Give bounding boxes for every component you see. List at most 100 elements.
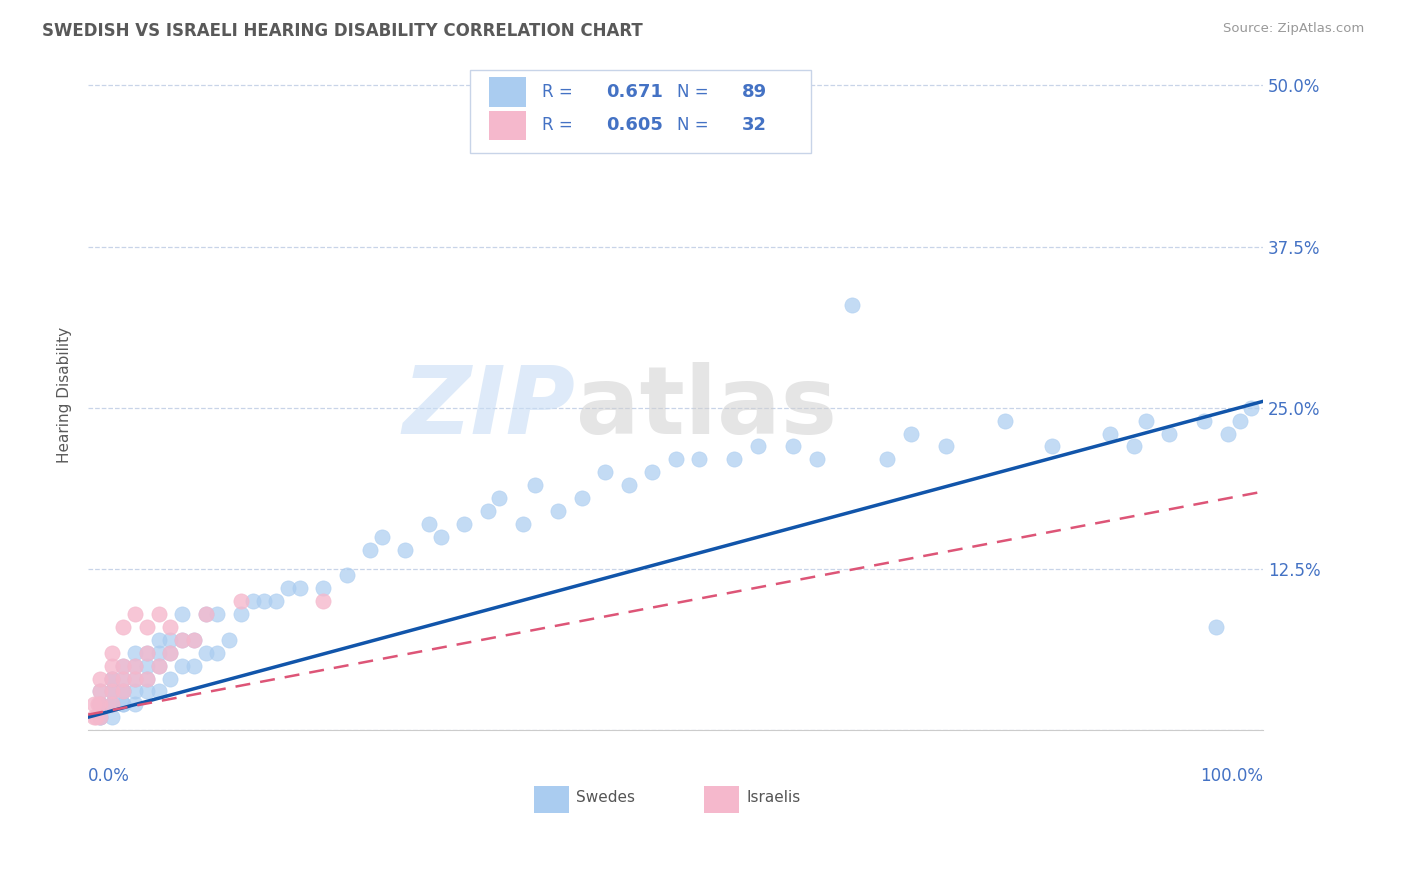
Point	[124, 672, 146, 686]
Point	[89, 710, 111, 724]
Text: SWEDISH VS ISRAELI HEARING DISABILITY CORRELATION CHART: SWEDISH VS ISRAELI HEARING DISABILITY CO…	[42, 22, 643, 40]
Point	[159, 672, 181, 686]
Point	[100, 646, 122, 660]
Point	[112, 620, 135, 634]
Point	[112, 672, 135, 686]
Point	[194, 646, 217, 660]
Point	[207, 607, 229, 621]
Point	[1135, 414, 1157, 428]
Point	[135, 646, 157, 660]
Point	[264, 594, 287, 608]
Point	[688, 452, 710, 467]
Point	[148, 646, 170, 660]
Point	[124, 672, 146, 686]
Text: Israelis: Israelis	[747, 789, 800, 805]
Text: 89: 89	[741, 83, 766, 101]
Text: N =: N =	[676, 116, 714, 135]
Point	[547, 504, 569, 518]
Point	[747, 439, 769, 453]
Point	[371, 530, 394, 544]
Point	[100, 684, 122, 698]
Point	[806, 452, 828, 467]
Point	[523, 478, 546, 492]
Point	[135, 672, 157, 686]
Point	[312, 594, 335, 608]
Point	[124, 658, 146, 673]
Point	[1205, 620, 1227, 634]
Point	[665, 452, 688, 467]
Point	[100, 684, 122, 698]
Point	[183, 658, 205, 673]
Point	[253, 594, 276, 608]
Point	[89, 698, 111, 712]
Point	[89, 684, 111, 698]
Point	[100, 698, 122, 712]
Point	[112, 684, 135, 698]
Point	[100, 658, 122, 673]
Point	[1099, 426, 1122, 441]
Text: R =: R =	[541, 116, 578, 135]
Text: 0.605: 0.605	[606, 116, 664, 135]
Point	[159, 620, 181, 634]
Point	[135, 620, 157, 634]
Point	[112, 684, 135, 698]
Point	[183, 632, 205, 647]
Point	[477, 504, 499, 518]
Point	[876, 452, 898, 467]
Point	[124, 684, 146, 698]
Point	[512, 516, 534, 531]
Point	[183, 632, 205, 647]
Point	[135, 672, 157, 686]
Point	[723, 452, 745, 467]
Point	[994, 414, 1017, 428]
Point	[617, 478, 640, 492]
Point	[100, 710, 122, 724]
Point	[159, 646, 181, 660]
Point	[124, 646, 146, 660]
Text: 0.0%: 0.0%	[89, 767, 129, 785]
Point	[159, 632, 181, 647]
Point	[288, 581, 311, 595]
Point	[135, 684, 157, 698]
FancyBboxPatch shape	[489, 77, 526, 106]
FancyBboxPatch shape	[489, 111, 526, 140]
Point	[112, 684, 135, 698]
Point	[900, 426, 922, 441]
Point	[148, 658, 170, 673]
Point	[89, 698, 111, 712]
Text: Swedes: Swedes	[576, 789, 634, 805]
Point	[83, 710, 105, 724]
Point	[112, 698, 135, 712]
Point	[124, 698, 146, 712]
Point	[83, 698, 105, 712]
Point	[100, 672, 122, 686]
Point	[172, 632, 194, 647]
Point	[100, 698, 122, 712]
Point	[453, 516, 475, 531]
Y-axis label: Hearing Disability: Hearing Disability	[58, 326, 72, 463]
Point	[665, 91, 688, 105]
Point	[1240, 401, 1263, 415]
FancyBboxPatch shape	[470, 70, 811, 153]
Point	[100, 672, 122, 686]
Point	[593, 465, 616, 479]
Point	[172, 632, 194, 647]
Point	[124, 607, 146, 621]
Point	[100, 684, 122, 698]
Point	[312, 581, 335, 595]
Point	[135, 658, 157, 673]
Point	[194, 607, 217, 621]
Text: 0.671: 0.671	[606, 83, 664, 101]
Text: 32: 32	[741, 116, 766, 135]
Point	[359, 542, 381, 557]
Point	[218, 632, 240, 647]
Point	[86, 710, 108, 724]
Point	[277, 581, 299, 595]
Point	[394, 542, 416, 557]
Point	[841, 297, 863, 311]
Point	[148, 632, 170, 647]
Point	[172, 658, 194, 673]
Point	[1216, 426, 1239, 441]
Point	[207, 646, 229, 660]
Point	[571, 491, 593, 505]
